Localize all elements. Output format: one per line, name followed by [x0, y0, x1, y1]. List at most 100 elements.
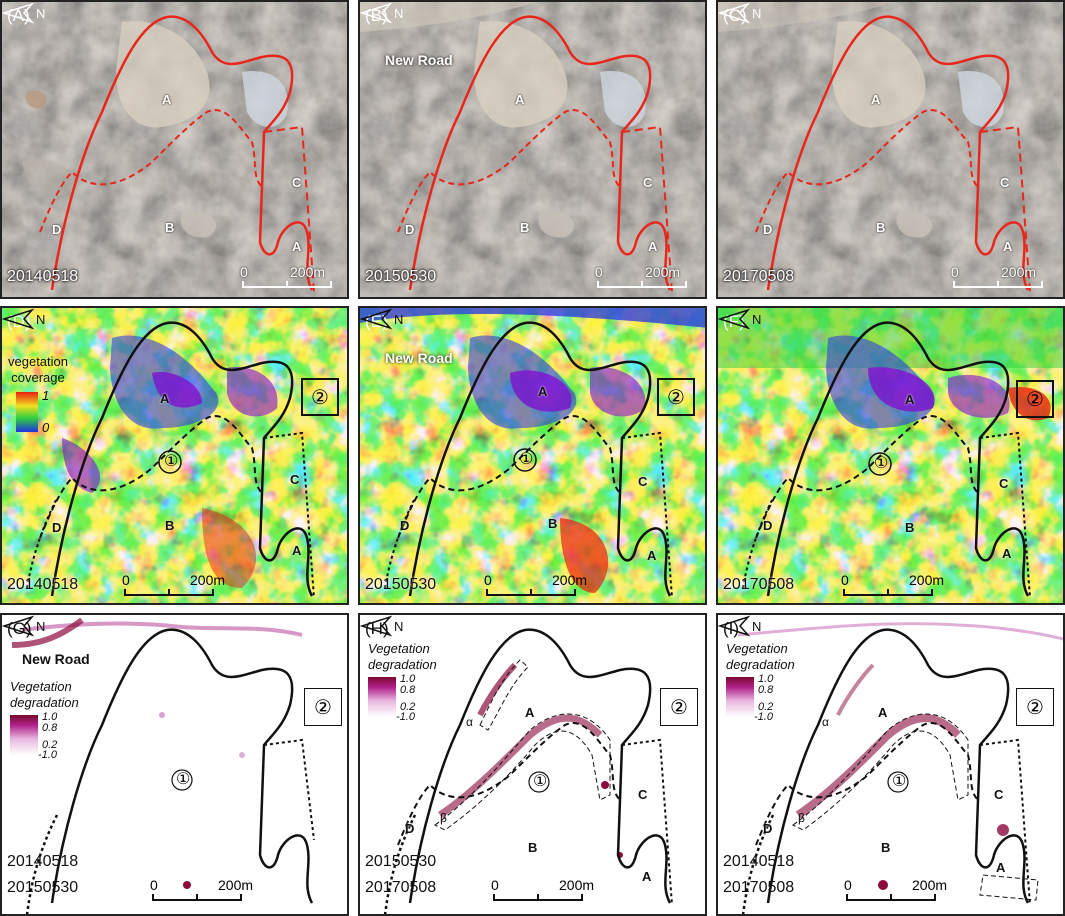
legend-title: vegetation coverage	[8, 354, 68, 385]
date-label-1: 20140518	[7, 853, 79, 870]
degradation-map	[737, 622, 1063, 914]
area-label-a2: A	[292, 239, 302, 254]
north-arrow-icon: N	[2, 308, 45, 330]
area-label-c: C	[999, 476, 1009, 491]
legend-max: 1	[42, 388, 50, 403]
date-label: 20170508	[723, 576, 795, 593]
date-label: 20150530	[365, 576, 437, 593]
area-label-b: B	[548, 516, 558, 531]
area-label-a2: A	[292, 543, 302, 558]
date-label-1: 20150530	[365, 853, 437, 870]
coverage-map	[718, 308, 1063, 603]
legend-min: 0	[42, 420, 50, 435]
legend-v1: 1.0	[758, 673, 774, 685]
coverage-colorbar	[16, 392, 38, 432]
legend-v1: 1.0	[42, 711, 58, 723]
alpha-label: α	[822, 715, 829, 729]
area-label-c: C	[638, 787, 648, 802]
north-arrow-icon: N	[360, 308, 403, 330]
scale-bar: 0 200m	[841, 572, 944, 602]
marker-one: ①	[176, 771, 191, 788]
degradation-map	[383, 628, 673, 914]
coverage-map	[2, 308, 347, 603]
marker-two: ②	[1016, 380, 1054, 418]
area-label-a2: A	[647, 548, 657, 563]
legend-v3: 0.2	[758, 701, 774, 713]
area-label-b: B	[520, 220, 530, 235]
area-label-d: D	[763, 821, 773, 836]
panel-d: (D) N vegetation coverage 1 0 ① ② A B C D…	[0, 306, 349, 605]
area-label-a2: A	[642, 869, 652, 884]
marker-one: ①	[519, 451, 534, 468]
area-label-c: C	[1000, 175, 1010, 190]
scale-bar: 0 200m	[122, 572, 225, 602]
area-label-c: C	[994, 787, 1004, 802]
marker-two: ②	[301, 378, 339, 416]
panel-g: (G) N New Road Vegetation degradation 1.0…	[0, 613, 349, 916]
area-label-c: C	[290, 472, 300, 487]
svg-text:N: N	[394, 619, 403, 634]
area-label-a: A	[515, 92, 525, 107]
coverage-map	[360, 308, 705, 603]
scale-bar: 0 200m	[491, 877, 594, 907]
date-label-2: 20170508	[365, 879, 437, 896]
area-label-d: D	[52, 520, 62, 535]
svg-text:N: N	[394, 312, 403, 327]
north-arrow-icon: N	[360, 615, 403, 637]
date-label-1: 20140518	[723, 853, 795, 870]
area-label-b: B	[881, 840, 891, 855]
legend-v4: -1.0	[754, 711, 773, 723]
panel-a: (A) N A B C D A 20140518 0 200m	[0, 0, 349, 299]
area-label-a: A	[878, 705, 888, 720]
beta-label: β	[440, 811, 447, 825]
date-label: 20140518	[7, 576, 79, 593]
scale-zero: 0	[240, 264, 248, 280]
date-label-2: 20150530	[7, 879, 79, 896]
north-arrow-icon: N	[718, 615, 761, 637]
satellite-image	[2, 2, 347, 297]
svg-text:N: N	[752, 6, 761, 21]
scale-bar: 0 200m	[240, 264, 332, 294]
area-label-b: B	[165, 518, 175, 533]
area-label-d: D	[52, 222, 62, 237]
area-label-d: D	[763, 222, 773, 237]
area-label-c: C	[643, 175, 653, 190]
north-arrow-icon: N	[2, 615, 45, 637]
scale-bar: 0 200m	[844, 877, 947, 907]
panel-e: (E) N New Road ① ② A B C D A 20150530 0 …	[358, 306, 707, 605]
area-label-d: D	[400, 518, 410, 533]
degradation-colorbar	[10, 715, 38, 755]
marker-two: ②	[660, 688, 698, 726]
north-arrow-icon: N	[360, 2, 403, 24]
area-label-b: B	[876, 220, 886, 235]
scale-bar: 0 200m	[150, 877, 253, 907]
area-label-a: A	[525, 705, 535, 720]
area-label-a: A	[162, 92, 172, 107]
legend-v3: 0.2	[42, 739, 58, 751]
svg-text:N: N	[394, 6, 403, 21]
legend-title: Vegetation degradation	[368, 641, 437, 672]
beta-label: β	[798, 811, 805, 825]
marker-two: ②	[1016, 688, 1054, 726]
legend-title: Vegetation degradation	[10, 679, 79, 710]
legend-v2: 0.8	[42, 722, 58, 734]
legend-v4: -1.0	[38, 749, 57, 761]
area-label-d: D	[405, 821, 415, 836]
area-label-a2: A	[1003, 239, 1013, 254]
legend-v2: 0.8	[400, 684, 416, 696]
svg-text:N: N	[36, 619, 45, 634]
satellite-image	[718, 2, 1063, 297]
area-label-a: A	[905, 392, 915, 407]
panel-c: (C) N A B C D A 20170508 0 200m	[716, 0, 1065, 299]
degradation-colorbar	[368, 677, 396, 717]
area-label-a2: A	[1002, 546, 1012, 561]
satellite-image	[360, 2, 705, 297]
date-label-2: 20170508	[723, 879, 795, 896]
new-road-label: New Road	[385, 52, 453, 68]
area-label-c: C	[638, 474, 648, 489]
area-label-b: B	[165, 220, 175, 235]
degradation-colorbar	[726, 677, 754, 717]
area-label-a2: A	[648, 239, 658, 254]
panel-b: (B) N New Road A B C D A 20150530 0 200m	[358, 0, 707, 299]
area-label-a2: A	[996, 860, 1006, 875]
